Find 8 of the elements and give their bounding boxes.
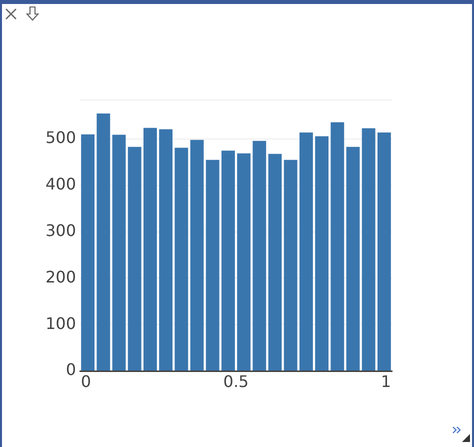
y-tick-label: 300 [45,220,76,240]
y-tick-label: 400 [45,174,76,194]
x-tick-label: 1 [380,372,392,391]
x-tick-label: 0 [80,372,92,391]
y-tick-label: 500 [45,128,76,148]
y-tick-label: 100 [45,314,76,333]
x-tick-label: 0.5 [223,372,249,391]
y-tick-label: 200 [45,267,76,286]
